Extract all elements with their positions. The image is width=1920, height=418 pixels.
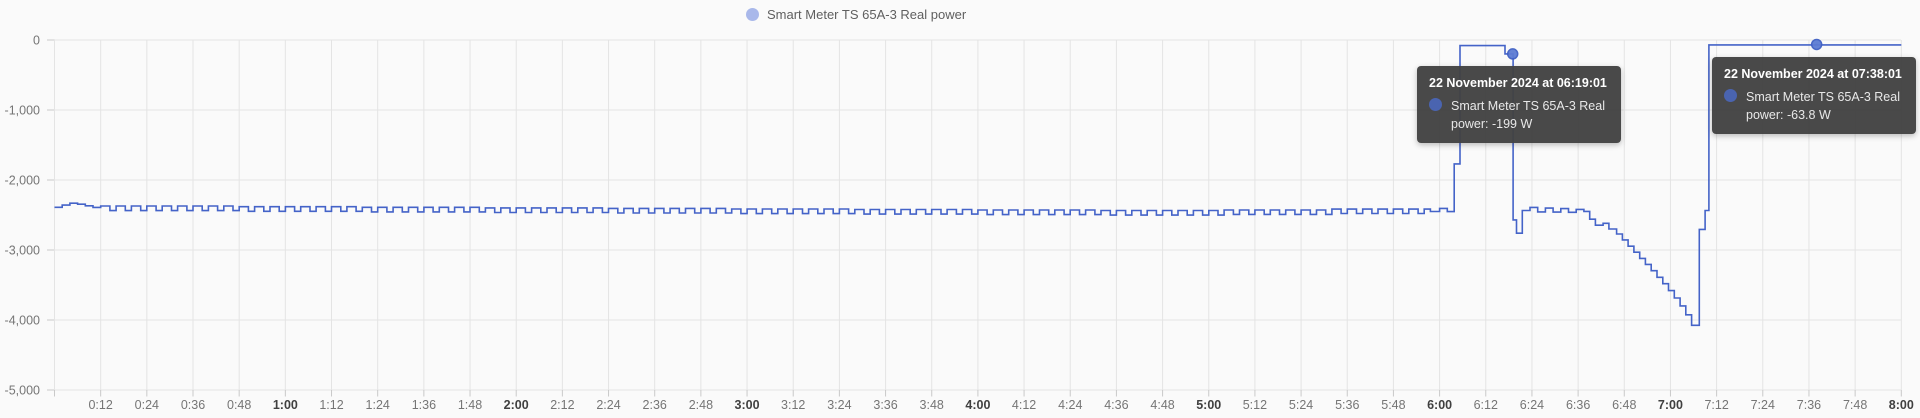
- x-axis-label: 0:12: [88, 398, 112, 412]
- x-axis-label: 3:36: [873, 398, 897, 412]
- tooltip-series-row: Smart Meter TS 65A-3 Real power: -63.8 W: [1724, 88, 1904, 124]
- x-axis-label: 7:24: [1751, 398, 1775, 412]
- tooltip-series-icon: [1429, 98, 1442, 111]
- x-axis-label: 2:48: [689, 398, 713, 412]
- x-axis-label: 2:24: [596, 398, 620, 412]
- x-axis-label: 7:12: [1704, 398, 1728, 412]
- x-axis-label: 7:48: [1843, 398, 1867, 412]
- y-axis-label: -4,000: [5, 314, 40, 328]
- y-axis-label: -1,000: [5, 104, 40, 118]
- x-axis-label: 2:00: [504, 398, 529, 412]
- data-point-marker[interactable]: [1810, 38, 1823, 51]
- legend-marker-icon: [746, 8, 759, 21]
- x-axis-label: 3:48: [920, 398, 944, 412]
- x-axis-label: 4:48: [1150, 398, 1174, 412]
- y-axis-label: -2,000: [5, 174, 40, 188]
- x-axis-label: 3:24: [827, 398, 851, 412]
- x-axis-label: 5:36: [1335, 398, 1359, 412]
- tooltip-series-icon: [1724, 89, 1737, 102]
- x-axis-label: 5:24: [1289, 398, 1313, 412]
- x-axis-label: 5:00: [1196, 398, 1221, 412]
- x-axis-label: 6:24: [1520, 398, 1544, 412]
- data-point-marker[interactable]: [1506, 48, 1519, 60]
- x-axis-label: 6:12: [1474, 398, 1498, 412]
- x-axis-label: 1:24: [366, 398, 390, 412]
- x-axis-label: 7:36: [1797, 398, 1821, 412]
- x-axis-label: 4:24: [1058, 398, 1082, 412]
- x-axis-label: 1:00: [273, 398, 298, 412]
- x-axis-label: 3:12: [781, 398, 805, 412]
- x-axis-label: 0:24: [135, 398, 159, 412]
- x-axis-label: 5:48: [1381, 398, 1405, 412]
- tooltip-0738: 22 November 2024 at 07:38:01 Smart Meter…: [1712, 57, 1916, 134]
- series-line[interactable]: [54, 43, 1902, 327]
- x-axis-label: 1:36: [412, 398, 436, 412]
- x-axis-label: 8:00: [1889, 398, 1914, 412]
- x-axis-label: 6:36: [1566, 398, 1590, 412]
- y-axis-label: 0: [33, 34, 40, 48]
- x-axis-label: 0:36: [181, 398, 205, 412]
- tooltip-0619: 22 November 2024 at 06:19:01 Smart Meter…: [1417, 66, 1621, 143]
- x-axis-label: 4:36: [1104, 398, 1128, 412]
- x-axis-label: 4:12: [1012, 398, 1036, 412]
- tooltip-series-row: Smart Meter TS 65A-3 Real power: -199 W: [1429, 97, 1609, 133]
- tooltip-series-value: Smart Meter TS 65A-3 Real power: -63.8 W: [1746, 90, 1900, 122]
- x-axis-label: 7:00: [1658, 398, 1683, 412]
- x-axis-label: 1:48: [458, 398, 482, 412]
- x-axis-label: 6:48: [1612, 398, 1636, 412]
- tooltip-series-value: Smart Meter TS 65A-3 Real power: -199 W: [1451, 99, 1605, 131]
- y-axis-label: -5,000: [5, 384, 40, 398]
- x-axis-label: 3:00: [735, 398, 760, 412]
- x-axis-label: 5:12: [1243, 398, 1267, 412]
- legend-item[interactable]: Smart Meter TS 65A-3 Real power: [746, 7, 966, 22]
- legend-label: Smart Meter TS 65A-3 Real power: [767, 7, 967, 22]
- x-axis-label: 2:36: [643, 398, 667, 412]
- y-axis-label: -3,000: [5, 244, 40, 258]
- x-axis-label: 4:00: [965, 398, 990, 412]
- x-axis-label: 2:12: [550, 398, 574, 412]
- tooltip-title: 22 November 2024 at 06:19:01: [1429, 76, 1607, 90]
- x-axis-label: 0:48: [227, 398, 251, 412]
- x-axis-label: 6:00: [1427, 398, 1452, 412]
- x-axis-label: 1:12: [319, 398, 343, 412]
- tooltip-title: 22 November 2024 at 07:38:01: [1724, 67, 1902, 81]
